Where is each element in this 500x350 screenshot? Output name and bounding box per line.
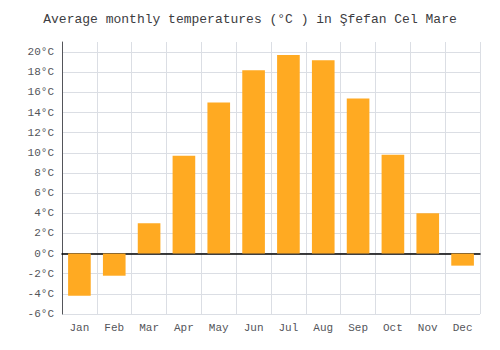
svg-text:Jan: Jan xyxy=(70,322,90,334)
svg-text:Mar: Mar xyxy=(139,322,159,334)
svg-text:Average monthly temperatures (: Average monthly temperatures (°C ) in Şf… xyxy=(43,12,456,27)
svg-text:Jul: Jul xyxy=(279,322,299,334)
svg-text:0°C: 0°C xyxy=(34,248,54,260)
svg-text:6°C: 6°C xyxy=(34,187,54,199)
svg-text:2°C: 2°C xyxy=(34,227,54,239)
svg-text:Dec: Dec xyxy=(453,322,473,334)
svg-text:Feb: Feb xyxy=(104,322,124,334)
svg-text:Oct: Oct xyxy=(383,322,403,334)
svg-text:16°C: 16°C xyxy=(28,86,55,98)
svg-text:Jun: Jun xyxy=(244,322,264,334)
svg-text:4°C: 4°C xyxy=(34,207,54,219)
svg-text:Aug: Aug xyxy=(313,322,333,334)
svg-text:-4°C: -4°C xyxy=(28,288,55,300)
svg-text:18°C: 18°C xyxy=(28,66,55,78)
svg-text:14°C: 14°C xyxy=(28,107,55,119)
svg-text:May: May xyxy=(209,322,229,334)
svg-text:10°C: 10°C xyxy=(28,147,55,159)
svg-text:Sep: Sep xyxy=(348,322,368,334)
svg-text:-2°C: -2°C xyxy=(28,268,55,280)
svg-text:8°C: 8°C xyxy=(34,167,54,179)
svg-text:12°C: 12°C xyxy=(28,127,55,139)
svg-text:20°C: 20°C xyxy=(28,46,55,58)
svg-text:-6°C: -6°C xyxy=(28,308,55,320)
svg-text:Nov: Nov xyxy=(418,322,438,334)
svg-text:Apr: Apr xyxy=(174,322,194,334)
